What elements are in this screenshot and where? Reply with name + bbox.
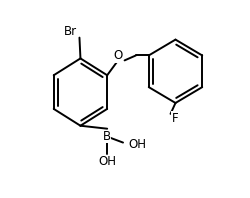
Text: OH: OH (128, 138, 146, 151)
Text: Br: Br (64, 25, 77, 38)
Text: B: B (103, 130, 111, 143)
Text: OH: OH (98, 155, 116, 168)
Text: F: F (172, 112, 178, 125)
Text: O: O (113, 49, 122, 62)
